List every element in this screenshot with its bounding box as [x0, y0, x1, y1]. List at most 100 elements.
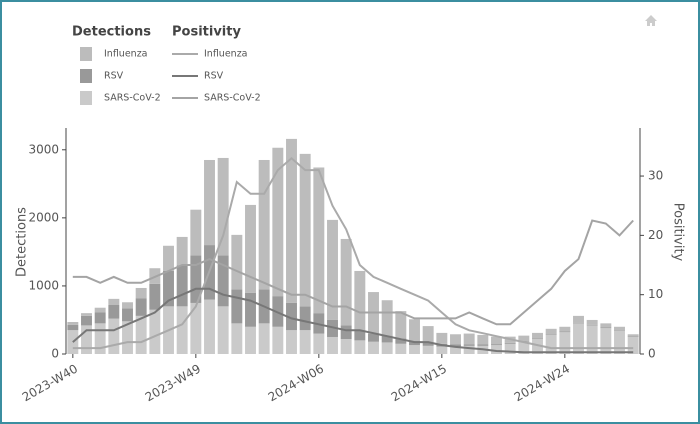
bar [108, 304, 120, 319]
x-tick-label: 2024-W15 [389, 362, 449, 405]
home-icon[interactable] [645, 15, 657, 26]
bar [340, 238, 352, 326]
y-tick-label: 3000 [28, 142, 59, 156]
bar [381, 300, 393, 336]
x-tick-label: 2023-W49 [143, 362, 203, 405]
bar [532, 338, 543, 340]
bar [450, 346, 461, 354]
bar [532, 339, 543, 354]
bar [286, 330, 297, 354]
bar [190, 255, 202, 303]
bar [395, 338, 407, 344]
bar [573, 315, 584, 323]
bar [368, 333, 379, 342]
bar [354, 340, 366, 354]
bar [463, 345, 475, 354]
bar [586, 319, 598, 325]
bar [450, 344, 461, 347]
legend-swatch [80, 91, 92, 105]
bar [477, 334, 489, 345]
bar [559, 332, 571, 354]
bar [190, 302, 202, 354]
bar [299, 153, 311, 307]
bar [149, 283, 161, 310]
bar [176, 265, 188, 307]
bar [436, 346, 448, 354]
bar [545, 328, 557, 335]
bar [245, 292, 256, 327]
legend-label: RSV [204, 71, 224, 82]
bar [299, 330, 311, 354]
legend-swatch [80, 69, 92, 83]
bar [190, 209, 202, 256]
bar [436, 332, 448, 344]
bar [327, 336, 338, 354]
bar [272, 326, 284, 354]
bar [327, 219, 338, 320]
bar [231, 289, 243, 324]
bar [286, 302, 297, 331]
legend-swatch [80, 47, 92, 61]
bar [67, 324, 79, 331]
bar [586, 325, 598, 354]
bar [217, 255, 229, 307]
bar [94, 323, 106, 354]
bar [573, 323, 584, 354]
x-tick-label: 2024-W24 [512, 362, 572, 405]
bar [163, 270, 174, 307]
bar [518, 335, 530, 342]
legend-label: Influenza [204, 49, 248, 60]
bar [545, 334, 557, 354]
positivity-line [72, 219, 634, 326]
bar [422, 326, 434, 343]
legend-label: SARS-CoV-2 [104, 93, 161, 104]
bar [381, 335, 393, 343]
bar [614, 326, 625, 331]
y2-tick-label: 10 [648, 287, 663, 301]
bar [573, 322, 584, 324]
bar [245, 204, 256, 293]
y2-tick-label: 0 [648, 347, 656, 361]
y-tick-label: 0 [51, 347, 59, 361]
y2-tick-label: 30 [648, 169, 663, 183]
legend-label: RSV [104, 71, 124, 82]
bar [354, 270, 366, 331]
legend-title: Positivity [172, 25, 241, 40]
bar [491, 336, 502, 345]
bar [81, 315, 92, 326]
bar [614, 330, 625, 331]
bar [81, 313, 92, 316]
bar [381, 342, 393, 354]
bar [532, 332, 543, 339]
bar [395, 343, 407, 354]
bar [245, 326, 256, 354]
legend-label: SARS-CoV-2 [204, 93, 261, 104]
positivity-line [72, 287, 634, 354]
bar [81, 325, 92, 354]
bar [504, 342, 516, 344]
bar [94, 307, 106, 313]
bar [176, 306, 188, 354]
y-tick-label: 2000 [28, 210, 59, 224]
bar [176, 236, 188, 266]
bar [463, 333, 475, 345]
bar [286, 138, 297, 303]
bar [149, 309, 161, 354]
bar [299, 306, 311, 331]
bar [409, 341, 420, 346]
bar [422, 345, 434, 354]
y2-tick-label: 20 [648, 228, 663, 242]
bar [313, 167, 325, 314]
positivity-line [72, 156, 634, 350]
bar [204, 299, 215, 354]
bar [313, 333, 325, 354]
bar [327, 319, 338, 337]
bar [108, 318, 120, 354]
bar [600, 328, 612, 354]
y-tick-label: 1000 [28, 278, 59, 292]
bar [204, 159, 215, 246]
y2-axis-label: Positivity [671, 203, 686, 262]
bar [135, 287, 147, 299]
